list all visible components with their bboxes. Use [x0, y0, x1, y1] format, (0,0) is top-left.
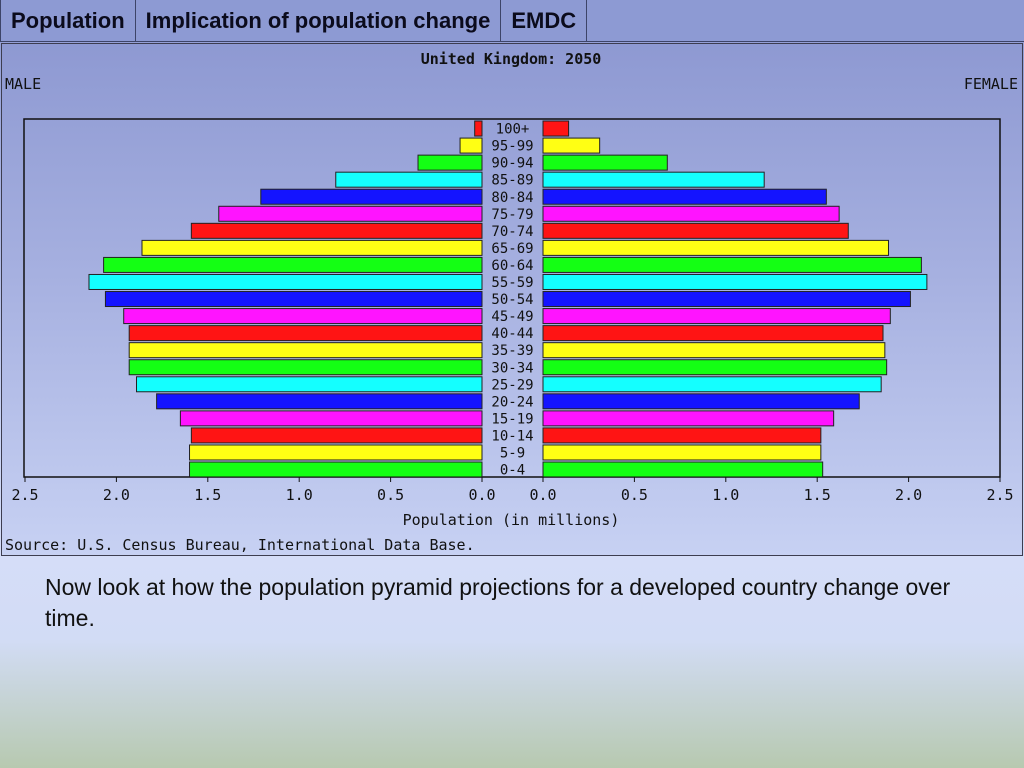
male-bar [218, 205, 483, 222]
age-group-label: 5-9 [500, 446, 525, 462]
female-bar [542, 256, 922, 273]
plot-frame [23, 118, 1001, 478]
male-bar [474, 120, 483, 137]
male-bar [190, 222, 483, 239]
male-bar [128, 359, 483, 376]
male-bar [260, 188, 483, 205]
age-group-label: 95-99 [491, 139, 533, 155]
age-group-label: 30-34 [491, 360, 533, 376]
tab-population[interactable]: Population [0, 0, 136, 41]
female-bar [542, 393, 860, 410]
female-bar [542, 222, 849, 239]
female-bar [542, 444, 822, 461]
male-bar [128, 325, 483, 342]
x-tick-label: 1.0 [286, 486, 313, 504]
age-group-label: 25-29 [491, 377, 533, 393]
male-bar [189, 444, 483, 461]
female-bar [542, 461, 824, 478]
x-tick-label: 0.5 [377, 486, 404, 504]
male-bar [104, 291, 483, 308]
female-bar [542, 376, 882, 393]
age-group-label: 65-69 [491, 241, 533, 257]
female-bar [542, 427, 822, 444]
x-tick-label: 1.5 [194, 486, 221, 504]
x-tick-label: 2.0 [895, 486, 922, 504]
female-label: FEMALE [964, 75, 1018, 93]
male-bar [179, 410, 483, 427]
population-pyramid-chart: United Kingdom: 2050 MALE FEMALE 100+ 95-… [1, 43, 1023, 556]
male-bar [335, 171, 483, 188]
age-group-label: 90-94 [491, 156, 533, 172]
age-group-label: 10-14 [491, 428, 533, 444]
age-group-label: 80-84 [491, 190, 533, 206]
female-bar [542, 137, 601, 154]
female-bar [542, 120, 570, 137]
x-tick-label: 1.0 [712, 486, 739, 504]
female-bar [542, 410, 835, 427]
age-group-label: 35-39 [491, 343, 533, 359]
male-bar [141, 239, 483, 256]
female-bar [542, 154, 668, 171]
age-group-label: 20-24 [491, 394, 533, 410]
male-bar [88, 273, 483, 290]
x-tick-label: 2.0 [103, 486, 130, 504]
age-group-label: 40-44 [491, 326, 533, 342]
female-bar [542, 325, 884, 342]
male-bar [128, 342, 483, 359]
age-group-label: 0-4 [500, 463, 525, 479]
female-bar [542, 171, 765, 188]
chart-title: United Kingdom: 2050 [421, 50, 602, 68]
x-tick-label: 0.0 [468, 486, 495, 504]
slide-caption: Now look at how the population pyramid p… [45, 574, 951, 631]
female-bar [542, 342, 886, 359]
female-bar [542, 205, 840, 222]
female-bar [542, 291, 911, 308]
male-bar [190, 427, 483, 444]
female-bar [542, 359, 888, 376]
age-group-label: 45-49 [491, 309, 533, 325]
male-bar [136, 376, 483, 393]
x-tick-label: 0.0 [529, 486, 556, 504]
female-bar [542, 239, 889, 256]
age-group-label: 50-54 [491, 292, 533, 308]
x-tick-label: 2.5 [986, 486, 1013, 504]
male-bar [189, 461, 483, 478]
age-group-label: 55-59 [491, 275, 533, 291]
age-group-label: 75-79 [491, 207, 533, 223]
x-tick-label: 2.5 [11, 486, 38, 504]
age-group-label: 15-19 [491, 411, 533, 427]
tab-bar: Population Implication of population cha… [0, 0, 1024, 42]
male-bar [459, 137, 483, 154]
age-group-label: 70-74 [491, 224, 533, 240]
tab-emdc[interactable]: EMDC [501, 0, 588, 41]
male-label: MALE [5, 75, 41, 93]
tab-implication-of-population-change[interactable]: Implication of population change [136, 0, 502, 41]
age-group-label: 60-64 [491, 258, 533, 274]
x-tick-label: 1.5 [804, 486, 831, 504]
male-bar [123, 308, 483, 325]
population-pyramid-svg: United Kingdom: 2050 MALE FEMALE 100+95-… [5, 50, 1018, 554]
male-bar [103, 256, 483, 273]
female-bar [542, 188, 827, 205]
age-group-label: 85-89 [491, 173, 533, 189]
female-bar [542, 273, 928, 290]
male-bar [156, 393, 483, 410]
source-note: Source: U.S. Census Bureau, Internationa… [5, 536, 475, 554]
x-axis-label: Population (in millions) [403, 511, 620, 529]
age-group-label: 100+ [496, 122, 530, 138]
male-bar [417, 154, 483, 171]
x-tick-label: 0.5 [621, 486, 648, 504]
female-bar [542, 308, 891, 325]
